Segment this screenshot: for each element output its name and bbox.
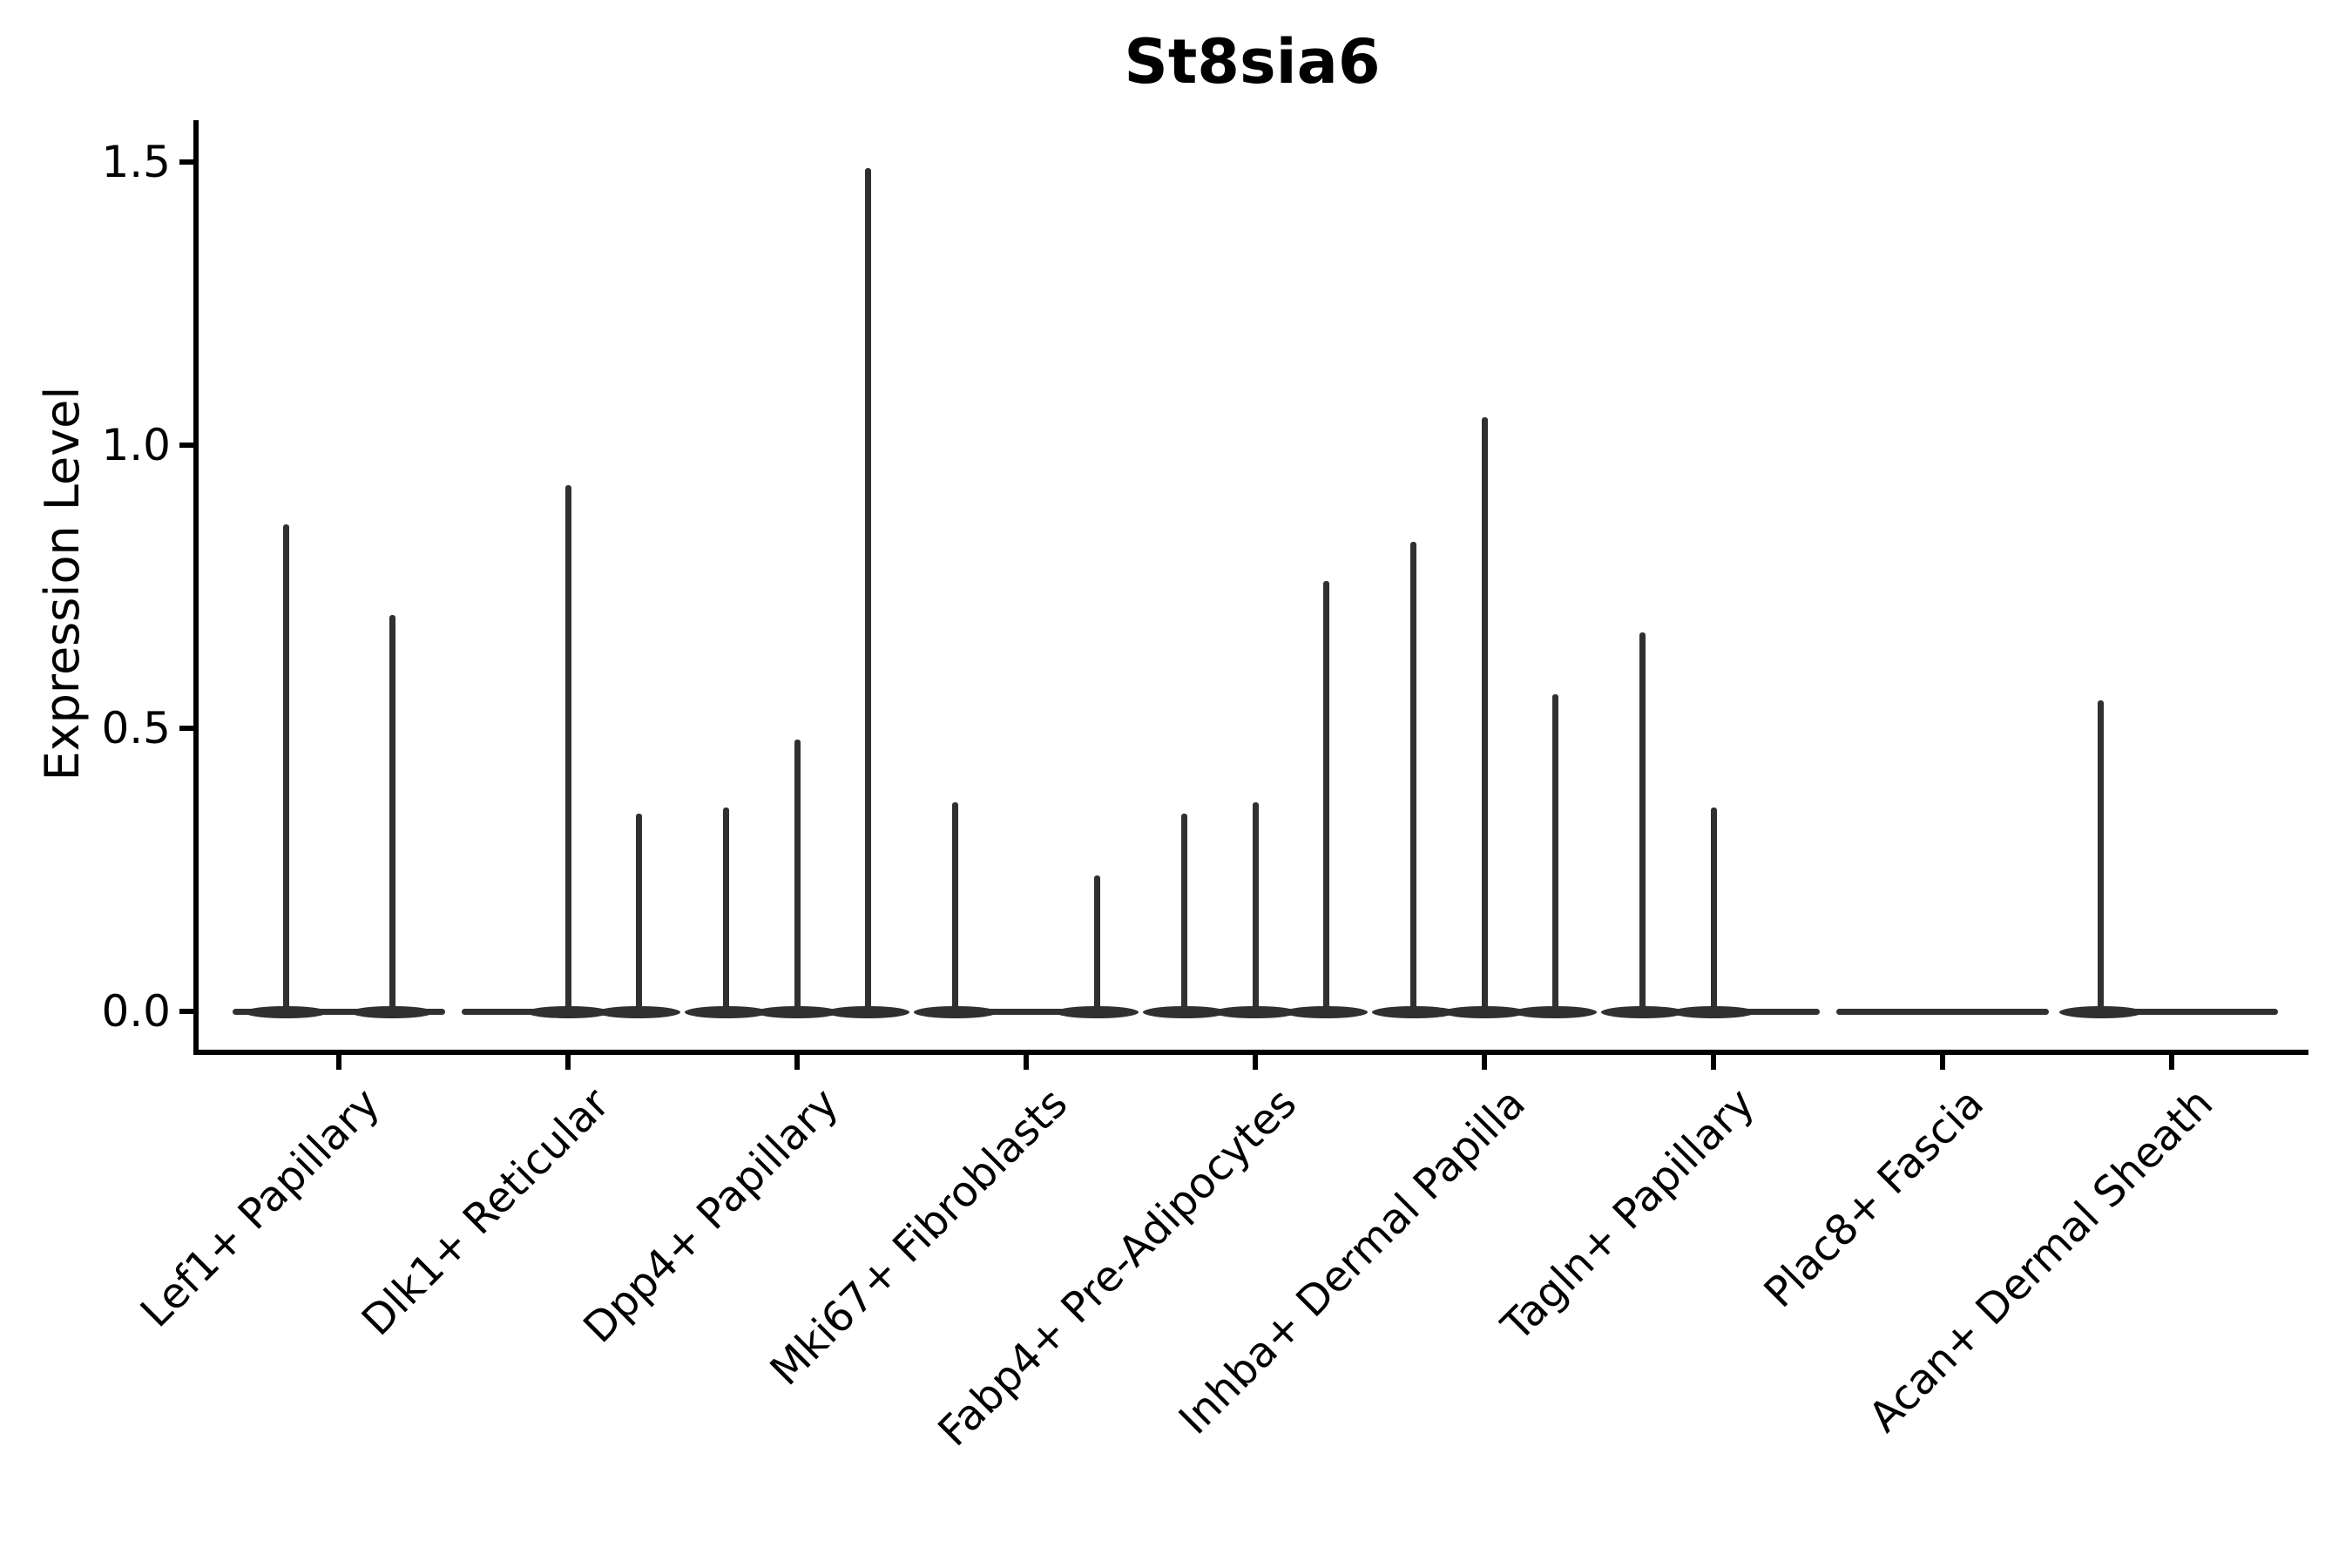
violin-expression-spike [1710, 808, 1717, 1010]
x-tick-label-category: Plac8+ Fascia [1754, 1078, 1994, 1318]
y-tick-label: 1.5 [101, 137, 171, 187]
violin-body-bulge [1213, 1005, 1297, 1018]
x-tick-mark [336, 1055, 341, 1070]
y-tick-label: 0.0 [101, 986, 171, 1037]
violin-expression-spike [723, 808, 730, 1010]
violin-body-bulge [755, 1005, 839, 1018]
y-tick-mark [179, 443, 194, 448]
x-tick-label-category: Tagln+ Papillary [1492, 1078, 1765, 1351]
y-tick-label: 0.5 [101, 703, 171, 754]
violin-body-bulge [1443, 1005, 1526, 1018]
x-axis-spine [193, 1050, 2308, 1055]
y-tick-label: 1.0 [101, 420, 171, 470]
violin-expression-spike [389, 615, 395, 1010]
violin-body-bulge [1055, 1005, 1139, 1018]
x-tick-mark [1940, 1055, 1945, 1070]
y-tick-mark [179, 726, 194, 731]
violin-expression-spike [564, 484, 571, 1010]
violin-expression-spike [2098, 700, 2105, 1010]
violin-body-bulge [913, 1005, 997, 1018]
violin-expression-spike [1639, 632, 1646, 1010]
y-tick-mark [179, 1009, 194, 1014]
violin-body-bulge [1371, 1005, 1456, 1018]
violin-body-bulge [350, 1005, 434, 1018]
violin-baseline [920, 1009, 1132, 1015]
violin-baseline [233, 1009, 445, 1015]
x-tick-mark [1711, 1055, 1716, 1070]
violin-body-bulge [1284, 1005, 1369, 1018]
violin-expression-spike [1181, 813, 1188, 1010]
y-tick-mark [179, 159, 194, 165]
violin-expression-spike [1252, 801, 1259, 1010]
x-tick-label-category: Dlk1+ Reticular [352, 1078, 619, 1346]
violin-expression-spike [1481, 416, 1488, 1010]
violin-expression-spike [794, 740, 801, 1010]
violin-body-bulge [1513, 1005, 1598, 1018]
violin-expression-spike [282, 524, 289, 1010]
x-tick-mark [1024, 1055, 1029, 1070]
x-tick-label-category: Lef1+ Papillary [132, 1078, 390, 1337]
violin-baseline [1836, 1009, 2049, 1015]
violin-body-bulge [1600, 1005, 1685, 1018]
violin-body-bulge [244, 1005, 328, 1018]
violin-expression-spike [1322, 581, 1329, 1010]
x-tick-mark [1482, 1055, 1487, 1070]
violin-expression-spike [635, 813, 642, 1010]
violin-expression-spike [1093, 875, 1100, 1010]
violin-expression-spike [952, 801, 959, 1010]
violin-body-bulge [1142, 1005, 1227, 1018]
violin-body-bulge [826, 1005, 910, 1018]
x-tick-mark [2169, 1055, 2174, 1070]
violin-body-bulge [2058, 1005, 2143, 1018]
x-tick-mark [1253, 1055, 1258, 1070]
violin-expression-spike [864, 167, 871, 1010]
plot-title: St8sia6 [1124, 26, 1381, 98]
violin-body-bulge [1672, 1005, 1755, 1018]
y-axis-spine [193, 120, 199, 1055]
x-tick-mark [565, 1055, 571, 1070]
violin-expression-spike [1410, 541, 1417, 1010]
violin-body-bulge [526, 1005, 610, 1018]
violin-body-bulge [684, 1005, 768, 1018]
x-tick-label-category: Dpp4+ Papillary [574, 1078, 848, 1353]
x-tick-mark [794, 1055, 800, 1070]
violin-expression-spike [1551, 694, 1558, 1010]
violin-baseline [2065, 1009, 2278, 1015]
violin-body-bulge [597, 1005, 681, 1018]
